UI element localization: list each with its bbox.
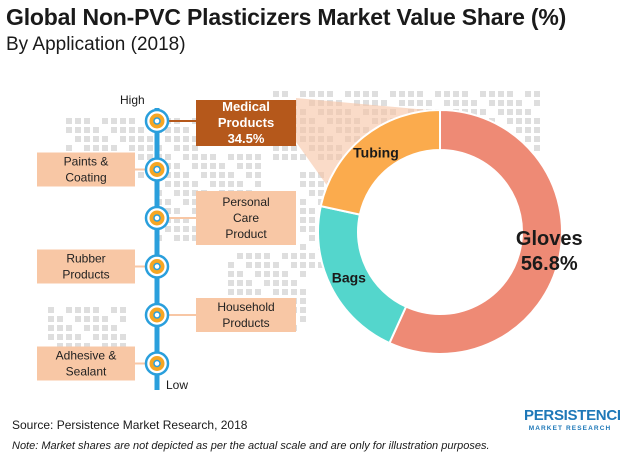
slice-label: Gloves (516, 228, 583, 250)
brand-logo: PERSISTENCE MARKET RESEARCH (524, 407, 620, 433)
axis-node-core (153, 117, 161, 125)
application-label: Rubber (66, 252, 105, 266)
application-item: Rubber Products (37, 249, 170, 284)
application-box (196, 100, 296, 146)
application-label: Care (233, 211, 259, 225)
axis-node-core (153, 311, 161, 319)
application-item: Adhesive & Sealant (37, 346, 170, 381)
application-box (37, 152, 135, 187)
application-box (37, 346, 135, 381)
axis-node-core (153, 262, 161, 271)
slice-label: Tubing (353, 145, 399, 161)
axis-node-core (153, 214, 161, 222)
application-value: 34.5% (228, 131, 265, 146)
donut-hole (358, 150, 522, 314)
slice-label: Bags (332, 270, 366, 286)
application-label: Paints & (64, 155, 109, 169)
application-label: Products (222, 316, 269, 330)
brand-tagline: MARKET RESEARCH (528, 425, 612, 432)
application-item: Paints & Coating (37, 152, 170, 187)
application-label: Product (225, 227, 267, 241)
application-label: Products (218, 115, 274, 130)
brand-name: PERSISTENCE (524, 407, 620, 424)
application-box (37, 249, 135, 284)
note-text: Note: Market shares are not depicted as … (12, 440, 490, 452)
chart-title: Global Non-PVC Plasticizers Market Value… (6, 4, 567, 30)
application-label: Household (217, 300, 274, 314)
application-item: Personal Care Product (144, 191, 296, 245)
axis-low-label: Low (166, 378, 188, 392)
application-label: Medical (222, 99, 270, 114)
donut-chart: Gloves 56.8% Bags Tubing (317, 108, 583, 355)
application-label: Products (62, 268, 109, 282)
application-item: Household Products (144, 298, 296, 332)
slice-value-label: 56.8% (521, 253, 578, 275)
application-box (196, 298, 296, 332)
application-label: Adhesive & (56, 349, 117, 363)
axis-node-core (153, 359, 161, 368)
chart-subtitle: By Application (2018) (6, 34, 186, 55)
axis-node-core (153, 165, 161, 174)
application-label: Personal (222, 195, 269, 209)
application-label: Sealant (66, 365, 107, 379)
source-text: Source: Persistence Market Research, 201… (12, 418, 248, 432)
application-label: Coating (65, 171, 106, 185)
application-box (196, 191, 296, 245)
axis-high-label: High (120, 93, 145, 107)
